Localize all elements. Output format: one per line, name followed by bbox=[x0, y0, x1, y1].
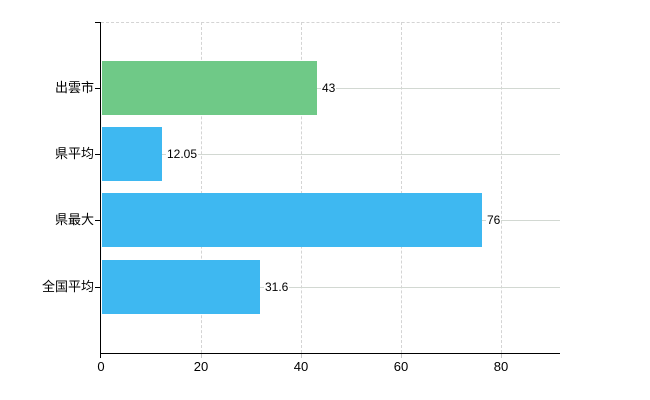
value-label: 31.6 bbox=[264, 280, 290, 294]
category-tick bbox=[95, 220, 100, 221]
x-tick-label: 60 bbox=[393, 359, 409, 374]
x-tick-label: 0 bbox=[97, 359, 105, 374]
x-axis-line bbox=[100, 353, 560, 354]
x-tick-label: 80 bbox=[493, 359, 509, 374]
category-tick bbox=[95, 287, 100, 288]
x-tick-label: 20 bbox=[193, 359, 209, 374]
category-label: 県平均 bbox=[54, 146, 94, 161]
grid-vline bbox=[301, 22, 302, 353]
y-axis-line bbox=[100, 22, 101, 358]
bar bbox=[102, 260, 260, 314]
grid-vline bbox=[201, 22, 202, 353]
bar bbox=[102, 127, 162, 181]
grid-hline bbox=[102, 154, 560, 155]
bar bbox=[102, 61, 317, 115]
x-tick bbox=[201, 354, 202, 358]
value-label: 43 bbox=[321, 81, 337, 95]
category-tick bbox=[95, 154, 100, 155]
grid-vline bbox=[401, 22, 402, 353]
x-tick bbox=[301, 354, 302, 358]
grid-vline bbox=[501, 22, 502, 353]
category-tick bbox=[95, 88, 100, 89]
x-tick bbox=[501, 354, 502, 358]
x-tick-label: 40 bbox=[293, 359, 309, 374]
value-label: 12.05 bbox=[166, 147, 199, 161]
value-label: 76 bbox=[486, 213, 502, 227]
plot-top-border bbox=[101, 22, 560, 23]
category-label: 県最大 bbox=[54, 212, 94, 227]
category-label: 出雲市 bbox=[54, 80, 94, 95]
x-tick bbox=[401, 354, 402, 358]
category-tick bbox=[95, 22, 100, 23]
category-label: 全国平均 bbox=[41, 279, 94, 294]
grid-hline bbox=[102, 287, 560, 288]
bar bbox=[102, 193, 482, 247]
